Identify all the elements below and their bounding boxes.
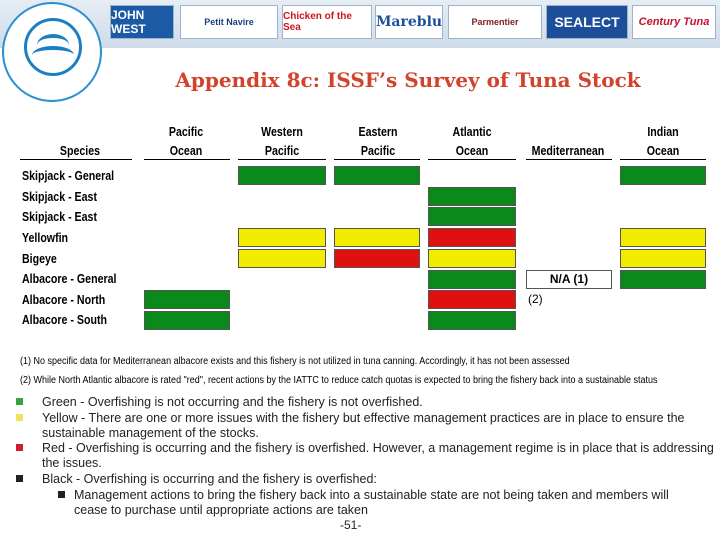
brand-logo-petit-navire: Petit Navire <box>180 5 278 39</box>
status-cell <box>620 166 706 185</box>
status-cell <box>428 249 516 268</box>
legend-text: Green - Overfishing is not occurring and… <box>42 395 423 409</box>
header-rule <box>334 159 420 160</box>
footnote-2: (2) While North Atlantic albacore is rat… <box>20 375 658 386</box>
green-square-icon <box>16 398 23 405</box>
species-label-albacore-south: Albacore - South <box>22 313 108 327</box>
column-header-western-pacific-l1: Western <box>261 125 303 139</box>
legend-item-yellow: Yellow - There are one or more issues wi… <box>16 411 716 441</box>
column-header-western-pacific-l2: Pacific <box>264 144 300 158</box>
brand-logo-john-west: JOHN WEST <box>110 5 174 39</box>
brand-logo-century-tuna: Century Tuna <box>632 5 716 39</box>
legend-text: Black - Overfishing is occurring and the… <box>42 472 377 486</box>
status-cell <box>238 249 326 268</box>
header-rule <box>428 159 516 160</box>
species-label-yellowfin: Yellowfin <box>22 231 69 245</box>
legend-text: Yellow - There are one or more issues wi… <box>42 411 685 440</box>
column-header-pacific-ocean-l1: Pacific <box>168 125 204 139</box>
brand-logo-chicken-of-the-sea: Chicken of the Sea <box>282 5 372 39</box>
column-header-indian-ocean-l2: Ocean <box>646 144 680 158</box>
bullet-square-icon <box>58 491 65 498</box>
header-rule <box>238 159 326 160</box>
black-square-icon <box>16 475 23 482</box>
status-cell <box>238 228 326 247</box>
status-cell <box>428 270 516 289</box>
status-cell <box>620 270 706 289</box>
status-cell <box>144 311 230 330</box>
red-square-icon <box>16 444 23 451</box>
page-title: Appendix 8c: ISSF’s Survey of Tuna Stock <box>175 68 641 92</box>
header-rule <box>144 159 230 160</box>
column-header-indian-ocean-l1: Indian <box>647 125 679 139</box>
header-rule <box>20 159 132 160</box>
wave-icon <box>32 46 74 64</box>
status-cell <box>334 228 420 247</box>
species-label-albacore-north: Albacore - North <box>22 293 106 307</box>
column-header-atlantic-ocean-l2: Ocean <box>455 144 489 158</box>
status-cell <box>428 187 516 206</box>
brand-logo-mareblu: Mareblu <box>375 5 443 39</box>
status-cell <box>334 166 420 185</box>
status-cell <box>428 207 516 226</box>
header-rule <box>620 159 706 160</box>
status-cell <box>334 249 420 268</box>
company-logo <box>2 2 102 102</box>
column-header-eastern-pacific-l1: Eastern <box>358 125 398 139</box>
footnote-1: (1) No specific data for Mediterranean a… <box>20 356 570 367</box>
status-cell <box>428 311 516 330</box>
column-header-atlantic-ocean-l1: Atlantic <box>452 125 492 139</box>
legend-item-black: Black - Overfishing is occurring and the… <box>16 472 716 487</box>
brand-logo-sealect: SEALECT <box>546 5 628 39</box>
status-cell: N/A (1) <box>526 270 612 289</box>
legend-text: Red - Overfishing is occurring and the f… <box>42 441 714 470</box>
status-cell <box>620 249 706 268</box>
column-header-species: Species <box>59 144 101 158</box>
species-label-skipjack-east: Skipjack - East <box>22 190 98 204</box>
status-cell <box>238 166 326 185</box>
yellow-square-icon <box>16 414 23 421</box>
wave-icon <box>37 34 69 56</box>
page-number: -51- <box>340 518 362 532</box>
status-cell <box>428 228 516 247</box>
sub-bullet-text: Management actions to bring the fishery … <box>74 488 669 517</box>
species-label-bigeye: Bigeye <box>22 252 57 266</box>
brand-logo-parmentier: Parmentier <box>448 5 542 39</box>
footnote-marker-2: (2) <box>528 292 543 306</box>
header-rule <box>526 159 612 160</box>
column-header-eastern-pacific-l2: Pacific <box>360 144 396 158</box>
logo-emblem-icon <box>24 18 82 76</box>
species-label-albacore-general: Albacore - General <box>22 272 117 286</box>
status-cell <box>428 290 516 309</box>
legend-sub-bullet: Management actions to bring the fishery … <box>58 488 698 518</box>
legend-item-green: Green - Overfishing is not occurring and… <box>16 395 716 410</box>
species-label-skipjack-general: Skipjack - General <box>22 169 115 183</box>
column-header-pacific-ocean-l2: Ocean <box>169 144 203 158</box>
legend-item-red: Red - Overfishing is occurring and the f… <box>16 441 716 471</box>
species-label-skipjack-east-2: Skipjack - East <box>22 210 98 224</box>
status-cell <box>144 290 230 309</box>
column-header-mediterranean: Mediterranean <box>531 144 605 158</box>
status-cell <box>620 228 706 247</box>
